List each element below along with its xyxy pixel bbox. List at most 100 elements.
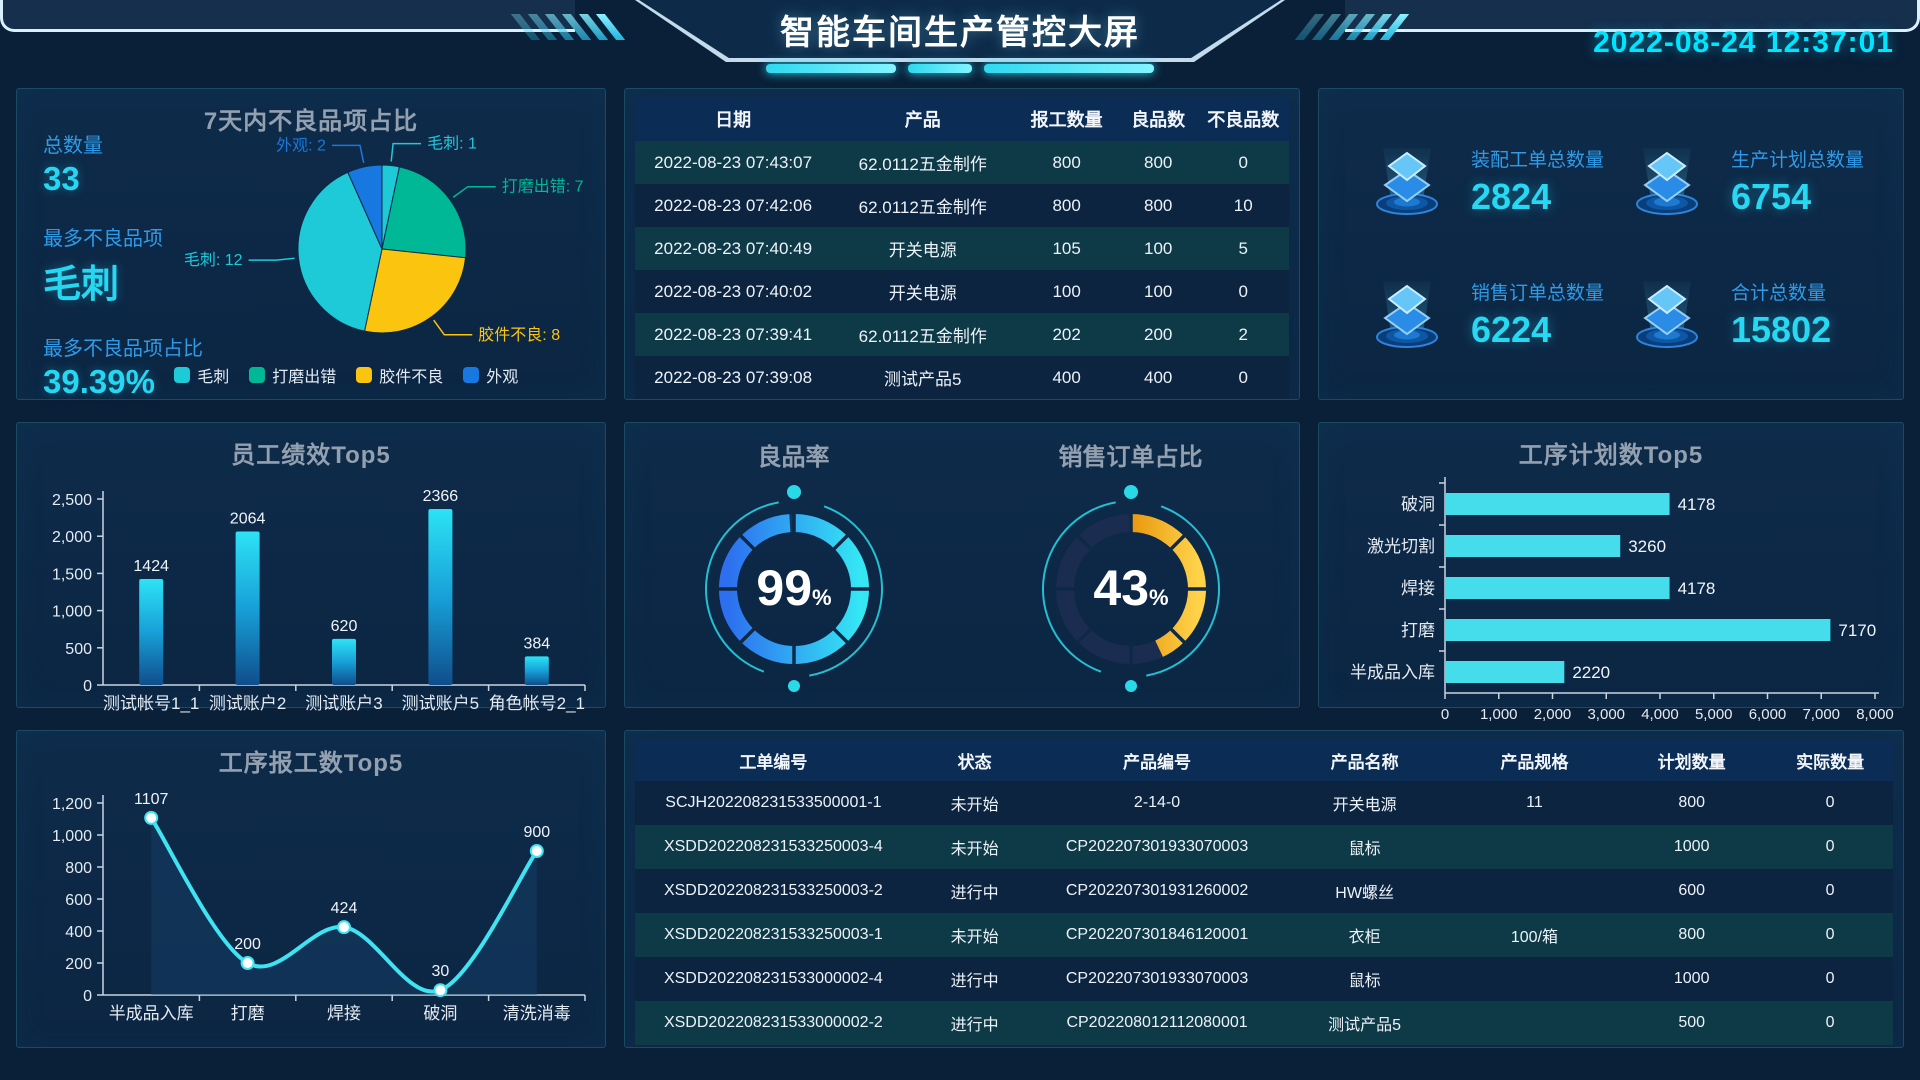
table-cell: CP202207301933070003 — [1037, 825, 1277, 869]
svg-text:384: 384 — [523, 635, 550, 652]
stat-value: 33 — [43, 160, 80, 197]
table-cell: XSDD202208231533000002-4 — [635, 957, 912, 1001]
svg-text:1424: 1424 — [133, 558, 169, 575]
column-header: 良品数 — [1118, 97, 1198, 141]
table-cell: SCJH202208231533500001-1 — [635, 781, 912, 825]
table-cell: 开关电源 — [831, 270, 1015, 313]
table-cell: 2-14-0 — [1037, 781, 1277, 825]
work-order-panel: 工单编号 状态 产品编号 产品名称 产品规格 计划数量 实际数量 SCJH2022082315… — [624, 730, 1904, 1048]
svg-text:1107: 1107 — [134, 791, 169, 808]
svg-text:角色帐号2_1: 角色帐号2_1 — [489, 694, 585, 713]
gauge-cell-sales: 销售订单占比 43% — [962, 433, 1299, 707]
svg-text:测试账户3: 测试账户3 — [305, 694, 382, 713]
defect-chart-title: 7天内不良品项占比 — [203, 108, 419, 135]
column-header: 不良品数 — [1197, 97, 1289, 141]
table-cell: 100 — [1118, 227, 1198, 270]
stat-cards: 装配工单总数量 2824 生产计划总数量 6754 销售订单总数量 6224 合计总数量 15… — [1359, 115, 1879, 381]
table-cell: 800 — [1014, 141, 1119, 184]
table-cell: 100/箱 — [1452, 913, 1617, 957]
defect-stats: 总数量 33 最多不良品项 毛刺 最多不良品项占比 39.39% — [43, 129, 203, 401]
svg-text:毛刺: 12: 毛刺: 12 — [184, 251, 243, 269]
employee-performance-panel: 员工绩效Top5 0 500 1,000 1,500 2,000 2,500 1424 测试帐… — [16, 422, 606, 713]
layers-icon — [1376, 280, 1438, 348]
table-cell: 进行中 — [911, 957, 1038, 1001]
stat-card-value: 6754 — [1731, 176, 1812, 217]
layers-icon — [1376, 147, 1438, 215]
column-header: 产品名称 — [1276, 739, 1453, 781]
table-row: XSDD202208231533000002-2 进行中 CP20220801211… — [635, 1001, 1893, 1045]
legend-swatch-icon — [463, 367, 480, 383]
table-cell: 62.0112五金制作 — [831, 141, 1015, 184]
table-cell: 0 — [1767, 913, 1893, 957]
table-cell: 202 — [1014, 313, 1119, 356]
production-report-panel: 日期 产品 报工数量 良品数 不良品数 2022-08-23 07:43:07 62.011… — [624, 88, 1300, 400]
svg-text:焊接: 焊接 — [327, 1004, 361, 1023]
stat-card-text: 合计总数量 15802 — [1731, 278, 1831, 351]
table-cell: 2022-08-23 07:39:41 — [635, 313, 832, 356]
stat-card-text: 生产计划总数量 6754 — [1731, 145, 1864, 218]
table-cell: 2022-08-23 07:42:06 — [635, 184, 832, 227]
employee-chart-title: 员工绩效Top5 — [231, 442, 391, 469]
table-cell: 测试产品5 — [831, 356, 1015, 399]
production-report-table-wrap: 日期 产品 报工数量 良品数 不良品数 2022-08-23 07:43:07 62.011… — [635, 97, 1289, 399]
table-cell: HW螺丝 — [1276, 869, 1453, 913]
table-cell: 5 — [1197, 227, 1289, 270]
svg-text:半成品入库: 半成品入库 — [1350, 663, 1435, 682]
svg-text:30: 30 — [432, 963, 450, 980]
legend-item: 外观 — [463, 363, 518, 387]
table-cell: CP202207301846120001 — [1037, 913, 1277, 957]
column-header: 日期 — [635, 97, 832, 141]
table-cell — [1452, 1001, 1617, 1045]
table-cell: 开关电源 — [1276, 781, 1453, 825]
legend-item: 毛刺 — [174, 363, 229, 387]
header-glow-segments — [766, 64, 1154, 73]
svg-text:1,000: 1,000 — [52, 828, 92, 845]
legend-swatch-icon — [174, 367, 191, 383]
stat-value: 39.39% — [43, 363, 155, 400]
svg-text:43%: 43% — [1093, 560, 1168, 616]
table-header-row: 日期 产品 报工数量 良品数 不良品数 — [635, 97, 1289, 141]
table-cell: 100 — [1014, 270, 1119, 313]
layers-icon — [1636, 280, 1698, 348]
table-cell: 进行中 — [911, 1001, 1038, 1045]
svg-text:胶件不良: 8: 胶件不良: 8 — [478, 326, 560, 344]
svg-text:焊接: 焊接 — [1401, 579, 1435, 598]
stat-top-defect-ratio: 最多不良品项占比 39.39% — [43, 332, 203, 401]
svg-text:800: 800 — [65, 860, 92, 877]
slash-ornament-left — [510, 14, 626, 40]
table-cell: 800 — [1616, 913, 1768, 957]
legend-swatch-icon — [249, 367, 266, 383]
table-cell: 2022-08-23 07:43:07 — [635, 141, 832, 184]
svg-text:2220: 2220 — [1572, 663, 1610, 682]
table-cell: 0 — [1197, 270, 1289, 313]
table-cell: 600 — [1616, 869, 1768, 913]
table-cell: XSDD202208231533250003-4 — [635, 825, 912, 869]
table-cell: 0 — [1767, 869, 1893, 913]
svg-text:900: 900 — [523, 824, 550, 841]
column-header: 产品规格 — [1452, 739, 1617, 781]
stat-total: 总数量 33 — [43, 129, 203, 198]
svg-text:激光切割: 激光切割 — [1367, 537, 1435, 556]
table-cell: 衣柜 — [1276, 913, 1453, 957]
svg-text:测试账户5: 测试账户5 — [402, 694, 479, 713]
stat-card-value: 15802 — [1731, 309, 1832, 350]
legend-label: 外观 — [486, 369, 519, 386]
table-row: XSDD202208231533250003-2 进行中 CP20220730193… — [635, 869, 1893, 913]
svg-text:2064: 2064 — [230, 510, 266, 527]
table-cell: 测试产品5 — [1276, 1001, 1453, 1045]
column-header: 产品 — [831, 97, 1015, 141]
table-cell: 800 — [1014, 184, 1119, 227]
svg-text:6,000: 6,000 — [1749, 706, 1787, 723]
svg-text:2,000: 2,000 — [1534, 706, 1572, 723]
table-cell: 500 — [1616, 1001, 1768, 1045]
table-row: 2022-08-23 07:40:49 开关电源 105 100 5 — [635, 227, 1289, 270]
legend-swatch-icon — [356, 367, 373, 383]
table-cell: 0 — [1197, 356, 1289, 399]
svg-text:600: 600 — [65, 892, 92, 909]
table-cell: 10 — [1197, 184, 1289, 227]
process-report-title: 工序报工数Top5 — [218, 750, 404, 777]
table-cell: 100 — [1118, 270, 1198, 313]
table-cell — [1452, 869, 1617, 913]
stat-card: 生产计划总数量 6754 — [1619, 115, 1879, 248]
table-cell: 800 — [1118, 141, 1198, 184]
